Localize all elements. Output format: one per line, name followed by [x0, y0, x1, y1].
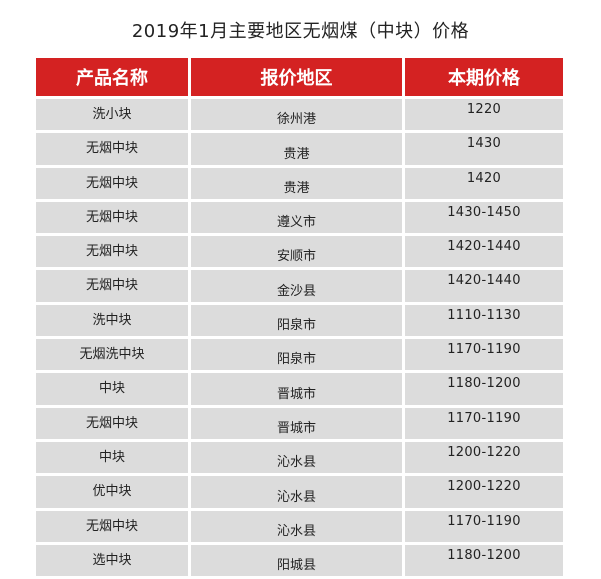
cell-region: 安顺市 — [191, 236, 402, 268]
table-row: 优中块 沁水县 1200-1220 — [36, 476, 563, 508]
table-row: 无烟中块 金沙县 1420-1440 — [36, 270, 563, 302]
header-product-name: 产品名称 — [36, 58, 188, 96]
cell-price: 1180-1200 — [405, 373, 563, 405]
cell-region: 金沙县 — [191, 270, 402, 302]
cell-price: 1420-1440 — [405, 270, 563, 302]
cell-product-name: 洗中块 — [36, 304, 188, 337]
header-region: 报价地区 — [191, 58, 402, 96]
table-row: 洗小块 徐州港 1220 — [36, 99, 563, 131]
table-row: 中块 沁水县 1200-1220 — [36, 441, 563, 474]
cell-region: 阳泉市 — [191, 304, 402, 337]
table-row: 中块 晋城市 1180-1200 — [36, 373, 563, 405]
page-title: 2019年1月主要地区无烟煤（中块）价格 — [131, 21, 470, 42]
table-row: 无烟中块 贵港 1430 — [36, 133, 563, 165]
cell-price: 1430-1450 — [405, 201, 563, 234]
table-row: 无烟中块 安顺市 1420-1440 — [36, 236, 563, 268]
cell-product-name: 中块 — [36, 441, 188, 474]
cell-region: 阳城县 — [191, 544, 402, 577]
cell-price: 1200-1220 — [405, 441, 563, 474]
cell-region: 晋城市 — [191, 407, 402, 439]
header-price: 本期价格 — [405, 58, 563, 96]
cell-price: 1200-1220 — [405, 476, 563, 508]
cell-price: 1110-1130 — [405, 304, 563, 337]
table-row: 无烟中块 沁水县 1170-1190 — [36, 510, 563, 542]
cell-price: 1430 — [405, 133, 563, 165]
cell-product-name: 洗小块 — [36, 99, 188, 131]
cell-region: 徐州港 — [191, 99, 402, 131]
table-row: 选中块 阳城县 1180-1200 — [36, 544, 563, 577]
cell-product-name: 无烟中块 — [36, 133, 188, 165]
cell-region: 沁水县 — [191, 441, 402, 474]
table-row: 洗中块 阳泉市 1110-1130 — [36, 304, 563, 337]
cell-price: 1170-1190 — [405, 510, 563, 542]
cell-product-name: 无烟洗中块 — [36, 339, 188, 371]
cell-region: 贵港 — [191, 167, 402, 199]
cell-region: 贵港 — [191, 133, 402, 165]
cell-product-name: 优中块 — [36, 476, 188, 508]
cell-region: 晋城市 — [191, 373, 402, 405]
table-row: 无烟中块 贵港 1420 — [36, 167, 563, 199]
cell-product-name: 无烟中块 — [36, 270, 188, 302]
cell-region: 沁水县 — [191, 510, 402, 542]
cell-region: 沁水县 — [191, 476, 402, 508]
cell-product-name: 无烟中块 — [36, 236, 188, 268]
cell-price: 1170-1190 — [405, 407, 563, 439]
table-header-row: 产品名称 报价地区 本期价格 — [36, 58, 563, 96]
table-row: 无烟中块 晋城市 1170-1190 — [36, 407, 563, 439]
cell-product-name: 无烟中块 — [36, 167, 188, 199]
cell-price: 1170-1190 — [405, 339, 563, 371]
cell-price: 1180-1200 — [405, 544, 563, 577]
table-row: 无烟中块 遵义市 1430-1450 — [36, 201, 563, 234]
cell-price: 1220 — [405, 99, 563, 131]
cell-product-name: 选中块 — [36, 544, 188, 577]
cell-region: 阳泉市 — [191, 339, 402, 371]
cell-region: 遵义市 — [191, 201, 402, 234]
cell-product-name: 无烟中块 — [36, 510, 188, 542]
cell-price: 1420-1440 — [405, 236, 563, 268]
cell-product-name: 无烟中块 — [36, 201, 188, 234]
table-row: 无烟洗中块 阳泉市 1170-1190 — [36, 339, 563, 371]
cell-price: 1420 — [405, 167, 563, 199]
price-table: 产品名称 报价地区 本期价格 洗小块 徐州港 1220 无烟中块 贵港 1430 无烟中块贵… — [33, 55, 566, 579]
cell-product-name: 无烟中块 — [36, 407, 188, 439]
cell-product-name: 中块 — [36, 373, 188, 405]
